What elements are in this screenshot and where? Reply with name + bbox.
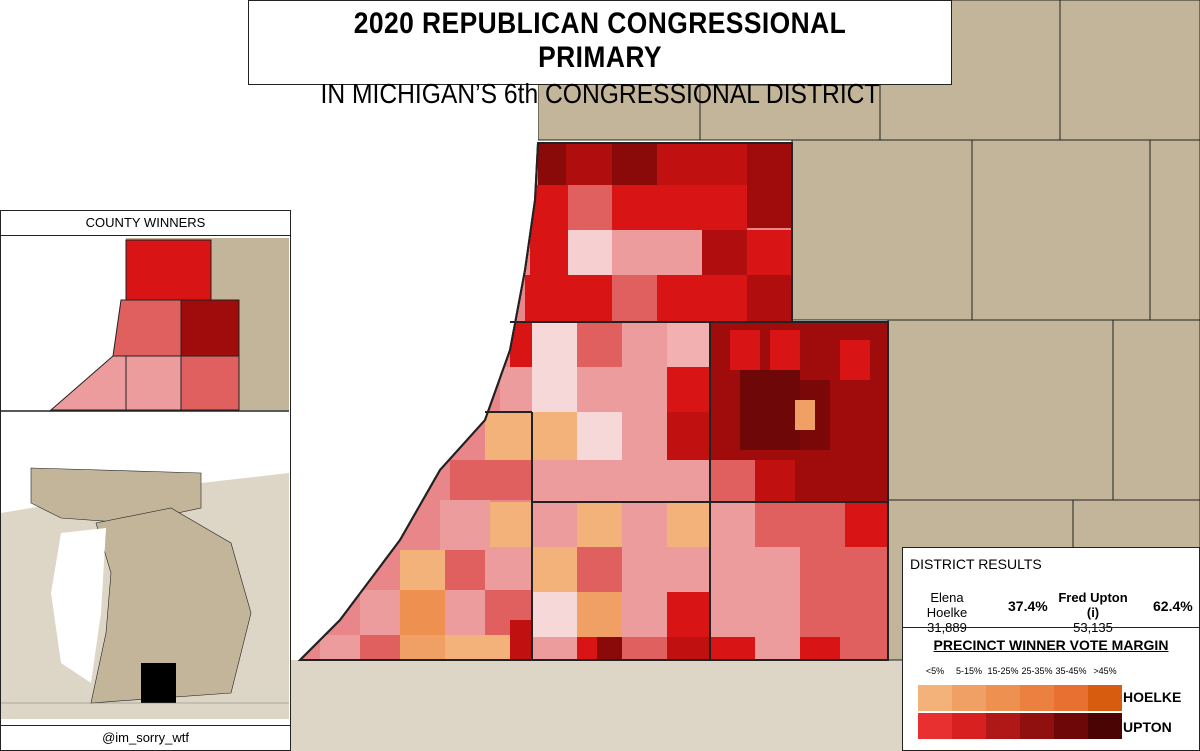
kalamazoo-precincts [710, 322, 888, 502]
legend-bin-label: 25-35% [1021, 666, 1053, 676]
legend-swatch-upton [1020, 713, 1054, 739]
legend-title: PRECINCT WINNER VOTE MARGIN [933, 637, 1169, 653]
vanburen-precincts [450, 322, 710, 502]
coastline [299, 142, 539, 661]
credit-text: @im_sorry_wtf [1, 725, 290, 750]
michigan-locator-map [1, 413, 289, 719]
stjoseph-precincts [710, 502, 888, 660]
candidate-hoelke: Elena Hoelke 31,889 [911, 590, 983, 635]
allegan-precincts [525, 143, 792, 322]
legend-swatch-hoelke [918, 685, 952, 711]
title-line-1: 2020 REPUBLICAN CONGRESSIONAL PRIMARY [353, 7, 847, 74]
results-divider [903, 627, 1199, 628]
candidate-name: Fred Upton (i) [1058, 590, 1128, 620]
legend-bin-label: <5% [925, 666, 945, 676]
results-header: DISTRICT RESULTS [910, 556, 1042, 572]
legend-swatch-upton [986, 713, 1020, 739]
legend-swatch-hoelke [1054, 685, 1088, 711]
legend-swatch-upton [918, 713, 952, 739]
results-panel: DISTRICT RESULTS Elena Hoelke 31,889 37.… [902, 547, 1200, 751]
candidate-pct: 37.4% [1008, 598, 1048, 614]
candidate-name: Elena Hoelke [926, 590, 968, 620]
legend-swatch-upton [1054, 713, 1088, 739]
legend-bin-label: 5-15% [955, 666, 982, 676]
legend-bin-label: 35-45% [1055, 666, 1087, 676]
county-winners-map [1, 236, 289, 412]
berrien-precincts [320, 500, 532, 660]
inset-header: COUNTY WINNERS [1, 211, 290, 236]
legend-swatch-upton [1088, 713, 1122, 739]
legend-swatch-hoelke [986, 685, 1020, 711]
legend-bin-label: >45% [1093, 666, 1117, 676]
title-line-2: IN MICHIGAN’S 6th CONGRESSIONAL DISTRICT [320, 78, 880, 109]
candidate-upton: Fred Upton (i) 53,135 [1053, 590, 1133, 635]
legend-swatch-hoelke [1020, 685, 1054, 711]
inset-panel: COUNTY WINNERS @im_sorry_wtf [0, 210, 291, 751]
legend-swatch-hoelke [952, 685, 986, 711]
title-box: 2020 REPUBLICAN CONGRESSIONAL PRIMARY IN… [248, 0, 952, 109]
candidate-pct: 62.4% [1153, 598, 1193, 614]
legend-hoelke-label: HOELKE [1123, 689, 1182, 705]
legend-swatch-hoelke [1088, 685, 1122, 711]
legend-upton-label: UPTON [1123, 719, 1172, 735]
legend-bin-label: 15-25% [987, 666, 1019, 676]
cass-precincts [532, 502, 710, 660]
legend-swatch-upton [952, 713, 986, 739]
